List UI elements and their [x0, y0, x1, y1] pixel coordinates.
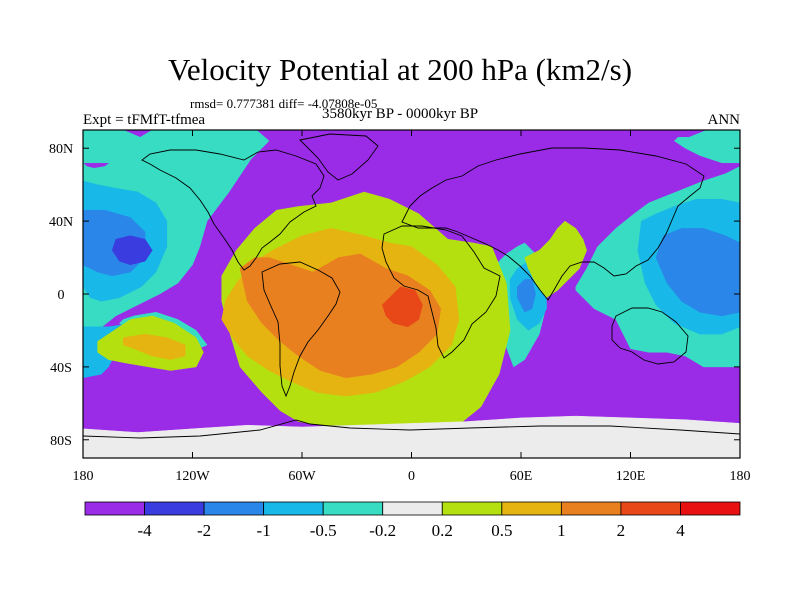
contour-region-22: [83, 415, 740, 458]
x-tick-label: 60E: [510, 469, 533, 484]
coast-africa: [381, 225, 501, 359]
x-tick-label: 180: [73, 469, 94, 484]
contour-region-14: [111, 235, 153, 266]
colorbar-swatch-11: [680, 501, 741, 516]
colorbar-swatch-9: [560, 501, 622, 516]
x-tick-label: 60W: [288, 469, 316, 484]
x-tick-label: 0: [408, 469, 415, 484]
plot-area: 180 120W 60W 0 60E 120E 180 80N 40N 0 40S 80S: [49, 129, 751, 484]
contour-region-19: [122, 333, 186, 360]
contour-region-17: [524, 220, 587, 298]
colorbar-swatch-4: [263, 501, 324, 516]
y-tick-label: 40S: [50, 361, 72, 376]
coast-antarctica: [83, 419, 740, 439]
colorbar-swatch-3: [203, 501, 265, 516]
y-tick-label: 0: [58, 288, 65, 303]
period-label: 3580kyr BP - 0000kyr BP: [321, 106, 479, 122]
rmsd-diff-stats: rmsd= 0.777381 diff= -4.07808e-05: [190, 96, 378, 111]
colorbar-label: 0.5: [491, 521, 512, 540]
colorbar-swatch-8: [501, 501, 562, 516]
y-tick-label: 80S: [50, 434, 72, 449]
colorbar-label: 1: [557, 521, 566, 540]
coast-north-america: [141, 149, 325, 271]
axis-ticks: 180 120W 60W 0 60E 120E 180 80N 40N 0 40S 80S: [49, 130, 751, 484]
coast-eurasia: [401, 147, 705, 301]
colorbar-label: -0.5: [310, 521, 337, 540]
contour-region-20: [239, 253, 441, 379]
colorbar: -4 -2 -1 -0.5 -0.2 0.2 0.5 1 2 4: [84, 501, 741, 540]
colorbar-swatch-6: [382, 501, 443, 516]
y-tick-label: 80N: [49, 142, 73, 157]
colorbar-swatch-2: [144, 501, 205, 516]
colorbar-label: 2: [617, 521, 626, 540]
x-tick-label: 120E: [616, 469, 646, 484]
coast-australia: [611, 307, 689, 365]
contour-regions: [83, 130, 740, 458]
season-label: ANN: [707, 112, 741, 128]
colorbar-swatch-1: [84, 501, 145, 516]
experiment-label: Expt = tFMfT-tfmea: [83, 112, 206, 128]
colorbar-label: -1: [257, 521, 271, 540]
colorbar-swatch-10: [620, 501, 681, 516]
y-tick-label: 40N: [49, 215, 73, 230]
colorbar-swatch-5: [322, 501, 384, 516]
colorbar-label: -2: [197, 521, 211, 540]
coastlines: [83, 133, 740, 439]
coast-greenland: [299, 133, 379, 181]
contour-region-13: [517, 279, 536, 313]
x-tick-label: 120W: [175, 469, 210, 484]
contour-region-12: [655, 228, 740, 317]
colorbar-swatch-7: [441, 501, 503, 516]
contour-region-4: [674, 130, 740, 164]
coast-south-america: [261, 261, 341, 398]
colorbar-label: -4: [137, 521, 152, 540]
x-tick-label: 180: [730, 469, 751, 484]
chart-title: Velocity Potential at 200 hPa (km2/s): [167, 52, 633, 87]
contour-region-21: [382, 286, 423, 328]
colorbar-label: 0.2: [432, 521, 453, 540]
colorbar-label: -0.2: [369, 521, 396, 540]
colorbar-label: 4: [676, 521, 685, 540]
